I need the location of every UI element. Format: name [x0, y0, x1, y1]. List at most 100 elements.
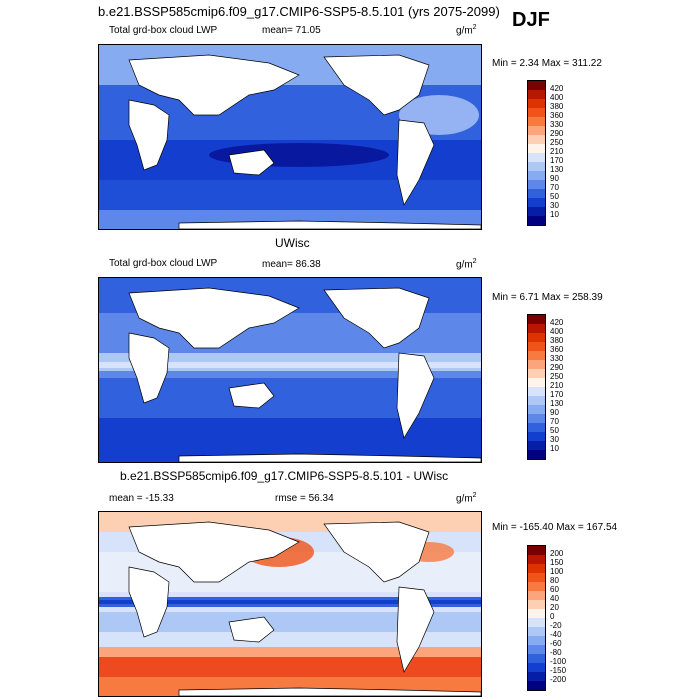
colorbar-swatch: [528, 99, 545, 108]
colorbar-swatch: [528, 618, 545, 627]
colorbar-label: -100: [550, 657, 567, 666]
colorbar-swatch: [528, 564, 545, 573]
colorbar-swatch: [528, 378, 545, 387]
colorbar-label: 130: [550, 165, 564, 174]
colorbar-label: 80: [550, 576, 559, 585]
colorbar-label: 170: [550, 156, 564, 165]
colorbar-label: -150: [550, 666, 567, 675]
colorbar-swatch: [528, 117, 545, 126]
colorbar-swatch: [528, 333, 545, 342]
panel2-unit: g/m2: [456, 258, 477, 270]
colorbar-swatch: [528, 315, 545, 324]
colorbar-swatch: [528, 108, 545, 117]
colorbar-swatch: [528, 609, 545, 618]
colorbar-swatch: [528, 207, 545, 216]
colorbar-label: 20: [550, 603, 559, 612]
colorbar-swatch: [528, 450, 545, 459]
colorbar-swatch: [528, 144, 545, 153]
panel1-title: b.e21.BSSP585cmip6.f09_g17.CMIP6-SSP5-8.…: [98, 4, 500, 19]
panel3-colorbar: [527, 545, 546, 691]
colorbar-swatch: [528, 90, 545, 99]
panel3-mean: mean = -15.33: [109, 493, 174, 504]
colorbar-swatch: [528, 555, 545, 564]
colorbar-swatch: [528, 600, 545, 609]
panel1-colorbar: [527, 80, 546, 226]
colorbar-label: 10: [550, 444, 559, 453]
colorbar-swatch: [528, 654, 545, 663]
panel1-variable: Total grd-box cloud LWP: [109, 25, 218, 36]
colorbar-label: -60: [550, 639, 562, 648]
colorbar-label: 210: [550, 381, 564, 390]
colorbar-swatch: [528, 126, 545, 135]
colorbar-label: -40: [550, 630, 562, 639]
colorbar-label: 70: [550, 417, 559, 426]
colorbar-label: 0: [550, 612, 555, 621]
colorbar-label: 50: [550, 192, 559, 201]
colorbar-swatch: [528, 198, 545, 207]
colorbar-swatch: [528, 591, 545, 600]
colorbar-swatch: [528, 627, 545, 636]
colorbar-swatch: [528, 216, 545, 225]
season-label: DJF: [512, 9, 550, 31]
colorbar-swatch: [528, 582, 545, 591]
colorbar-swatch: [528, 672, 545, 681]
colorbar-swatch: [528, 153, 545, 162]
colorbar-swatch: [528, 369, 545, 378]
colorbar-swatch: [528, 405, 545, 414]
colorbar-label: 360: [550, 345, 564, 354]
unit-exponent: 2: [472, 258, 477, 265]
panel1-unit: g/m2: [456, 24, 477, 36]
unit-label: g/m: [456, 493, 473, 505]
panel3-map-svg: [99, 512, 481, 696]
colorbar-label: 60: [550, 585, 559, 594]
colorbar-label: 70: [550, 183, 559, 192]
unit-label: g/m: [456, 259, 473, 271]
colorbar-label: 290: [550, 363, 564, 372]
colorbar-label: 330: [550, 120, 564, 129]
panel3-unit: g/m2: [456, 492, 477, 504]
colorbar-swatch: [528, 573, 545, 582]
colorbar-label: 30: [550, 435, 559, 444]
panel1-minmax: Min = 2.34 Max = 311.22: [492, 58, 602, 69]
colorbar-swatch: [528, 180, 545, 189]
unit-exponent: 2: [472, 492, 477, 499]
colorbar-swatch: [528, 423, 545, 432]
colorbar-swatch: [528, 414, 545, 423]
colorbar-swatch: [528, 396, 545, 405]
panel3-minmax: Min = -165.40 Max = 167.54: [492, 522, 618, 533]
colorbar-label: 50: [550, 426, 559, 435]
panel2-map: [98, 277, 482, 463]
colorbar-swatch: [528, 636, 545, 645]
colorbar-swatch: [528, 663, 545, 672]
colorbar-label: -200: [550, 675, 567, 684]
colorbar-swatch: [528, 441, 545, 450]
colorbar-label: 130: [550, 399, 564, 408]
panel1-map-svg: [99, 45, 481, 229]
panel1-mean-label: mean=: [262, 25, 293, 36]
colorbar-swatch: [528, 351, 545, 360]
colorbar-label: -20: [550, 621, 562, 630]
colorbar-label: 420: [550, 84, 564, 93]
colorbar-swatch: [528, 681, 545, 690]
colorbar-label: 250: [550, 138, 564, 147]
panel3-map: [98, 511, 482, 697]
colorbar-label: 330: [550, 354, 564, 363]
colorbar-label: 100: [550, 567, 564, 576]
panel1-mean: mean= 71.05: [262, 25, 321, 36]
panel2-colorbar: [527, 314, 546, 460]
colorbar-label: 150: [550, 558, 564, 567]
colorbar-label: 250: [550, 372, 564, 381]
colorbar-swatch: [528, 546, 545, 555]
colorbar-swatch: [528, 324, 545, 333]
colorbar-label: 360: [550, 111, 564, 120]
colorbar-swatch: [528, 162, 545, 171]
colorbar-swatch: [528, 387, 545, 396]
panel3-title: b.e21.BSSP585cmip6.f09_g17.CMIP6-SSP5-8.…: [120, 469, 449, 483]
colorbar-label: 380: [550, 336, 564, 345]
panel1-mean-value: 71.05: [295, 25, 321, 36]
colorbar-label: 40: [550, 594, 559, 603]
panel2-map-svg: [99, 278, 481, 462]
colorbar-label: 200: [550, 549, 564, 558]
colorbar-label: 400: [550, 93, 564, 102]
unit-label: g/m: [456, 25, 473, 37]
